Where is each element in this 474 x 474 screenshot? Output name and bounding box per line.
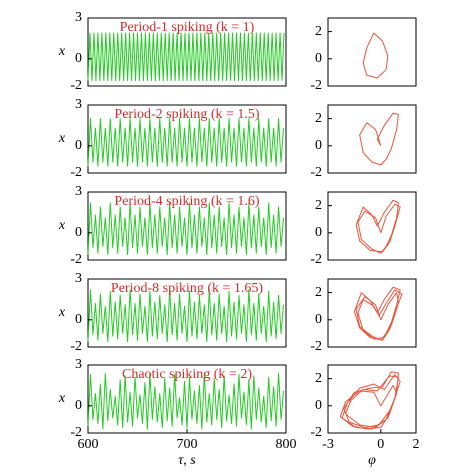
y-axis-label: x xyxy=(58,305,66,320)
y-tick-label: 0 xyxy=(315,398,322,413)
data-line xyxy=(359,112,399,166)
y-tick-label: 0 xyxy=(75,225,82,240)
y-tick-label: 0 xyxy=(315,225,322,240)
y-axis-label: x xyxy=(58,131,66,146)
y-tick-label: 3 xyxy=(75,357,82,372)
panel-title: Period-2 spiking (k = 1.5) xyxy=(114,107,259,122)
y-tick-label: 0 xyxy=(75,138,82,153)
data-line xyxy=(353,286,403,341)
y-axis-label: x xyxy=(58,391,66,406)
y-tick-label: 2 xyxy=(315,111,322,126)
x-axis-label: τ, s xyxy=(178,453,196,468)
y-tick-label: 2 xyxy=(315,24,322,39)
y-tick-label: 0 xyxy=(75,398,82,413)
x-tick-label: 0 xyxy=(377,437,384,452)
plot-frame xyxy=(327,278,417,348)
y-tick-label: 3 xyxy=(75,97,82,112)
y-axis-label: x xyxy=(58,218,66,233)
y-tick-label: -2 xyxy=(310,252,322,267)
panel-title: Period-4 spiking (k = 1.6) xyxy=(114,194,259,209)
plot-frame xyxy=(87,17,287,87)
y-tick-label: 2 xyxy=(315,198,322,213)
y-tick-label: 0 xyxy=(75,312,82,327)
x-tick-label: 700 xyxy=(177,437,198,452)
y-tick-label: -2 xyxy=(70,425,82,440)
y-tick-label: 3 xyxy=(75,10,82,25)
y-tick-label: 3 xyxy=(75,184,82,199)
panel-title: Period-1 spiking (k = 1) xyxy=(120,20,255,35)
y-tick-label: -2 xyxy=(310,78,322,93)
y-tick-label: 3 xyxy=(75,271,82,286)
data-line xyxy=(87,202,285,256)
y-tick-label: -2 xyxy=(310,339,322,354)
data-line xyxy=(362,32,389,79)
y-tick-label: 0 xyxy=(315,51,322,66)
plot-frame xyxy=(87,104,287,174)
data-line xyxy=(339,371,401,430)
panel-title: Period-8 spiking (k = 1.65) xyxy=(111,281,263,296)
plot-frame xyxy=(327,364,417,434)
plot-frame xyxy=(327,104,417,174)
x-tick-label: 2 xyxy=(413,437,420,452)
plot-frame xyxy=(87,278,287,348)
y-axis-label: x xyxy=(58,44,66,59)
plot-frame xyxy=(87,191,287,261)
y-tick-label: 0 xyxy=(75,51,82,66)
x-tick-label: 600 xyxy=(78,437,99,452)
y-tick-label: -2 xyxy=(70,165,82,180)
data-line xyxy=(355,199,401,254)
data-line xyxy=(87,118,285,167)
plot-frame xyxy=(327,191,417,261)
panel-title: Chaotic spiking (k = 2) xyxy=(122,367,252,382)
y-tick-label: 2 xyxy=(315,371,322,386)
y-tick-label: 0 xyxy=(315,138,322,153)
y-tick-label: -2 xyxy=(310,165,322,180)
x-axis-label: φ xyxy=(368,453,376,468)
data-line xyxy=(87,372,285,430)
data-line xyxy=(87,32,285,82)
x-tick-label: -3 xyxy=(322,437,334,452)
plot-frame xyxy=(327,17,417,87)
x-tick-label: 800 xyxy=(276,437,297,452)
y-tick-label: -2 xyxy=(70,339,82,354)
y-tick-label: 0 xyxy=(315,312,322,327)
y-tick-label: -2 xyxy=(70,78,82,93)
y-tick-label: 2 xyxy=(315,285,322,300)
data-line xyxy=(87,289,285,343)
y-tick-label: -2 xyxy=(310,425,322,440)
y-tick-label: -2 xyxy=(70,252,82,267)
